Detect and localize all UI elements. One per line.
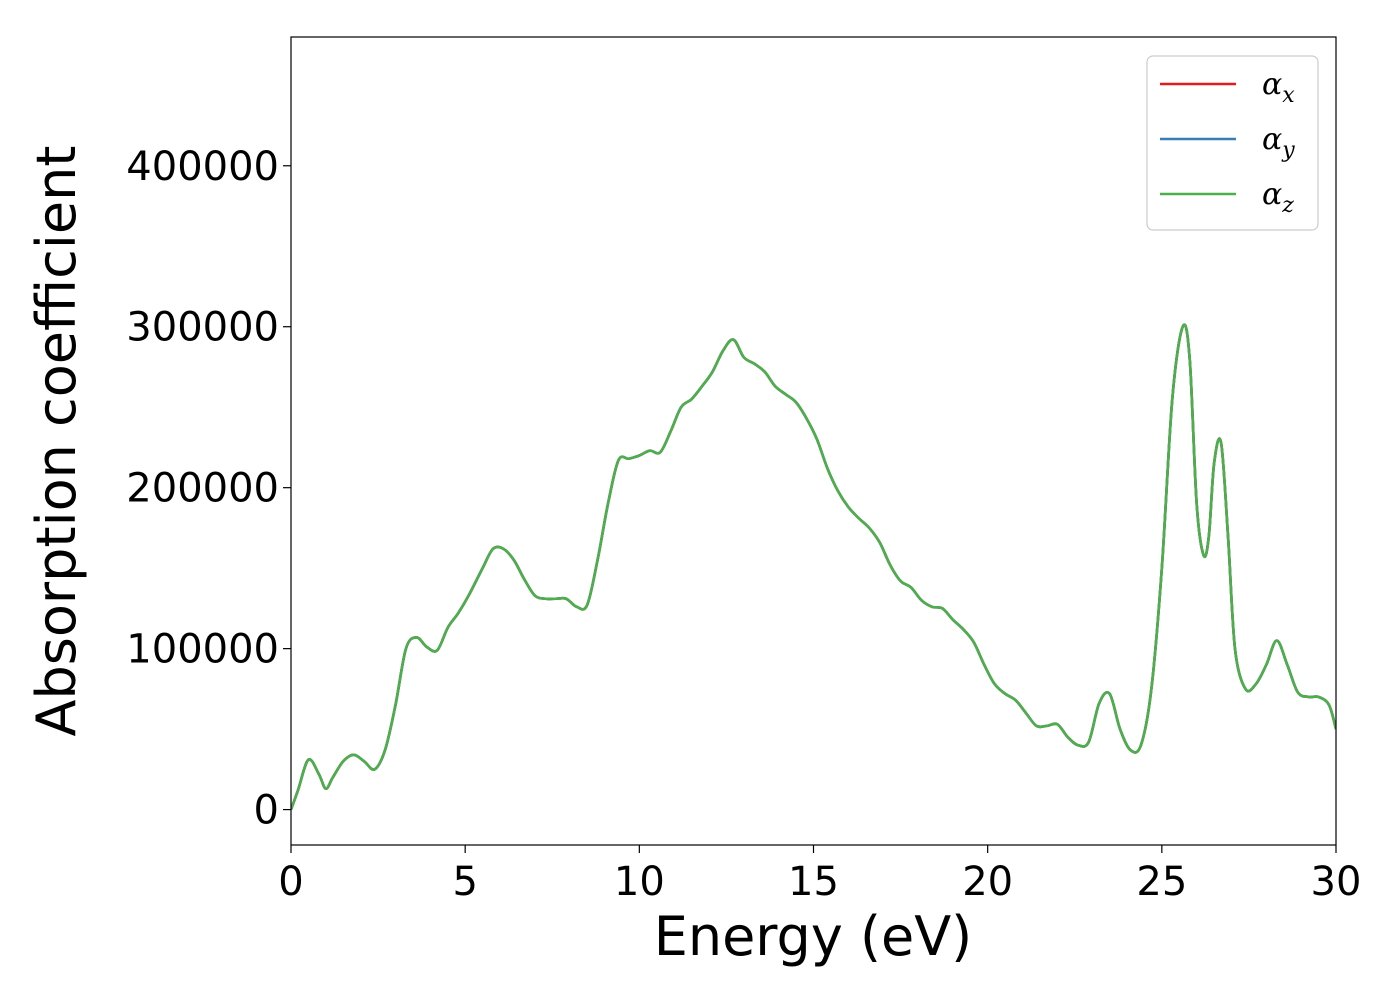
legend: αx αy αz	[1146, 55, 1319, 231]
x-axis-ticks: 0 5 10 15 20 25 30	[278, 845, 1361, 905]
legend-label-y: αy	[1262, 122, 1295, 163]
legend-label-x: αx	[1262, 67, 1295, 108]
y-tick-label: 0	[254, 788, 279, 834]
y-tick-label: 200000	[126, 466, 279, 512]
series-line-y	[291, 323, 1336, 811]
legend-box	[1146, 55, 1319, 231]
x-axis-label: Energy (eV)	[654, 905, 973, 968]
y-axis-label: Absorption coefficient	[25, 146, 88, 737]
x-tick-label: 0	[278, 859, 303, 905]
x-tick-label: 20	[962, 859, 1013, 905]
x-tick-label: 10	[614, 859, 665, 905]
x-tick-label: 25	[1136, 859, 1187, 905]
y-tick-label: 300000	[126, 305, 279, 351]
x-tick-label: 5	[452, 859, 477, 905]
y-tick-label: 400000	[126, 144, 279, 190]
legend-label-z: αz	[1262, 177, 1294, 218]
y-axis-ticks: 0 100000 200000 300000 400000	[126, 144, 291, 834]
series-layer	[291, 323, 1336, 811]
x-tick-label: 30	[1311, 859, 1362, 905]
y-tick-label: 100000	[126, 627, 279, 673]
series-line-x	[291, 323, 1336, 811]
series-line-z	[291, 323, 1336, 811]
x-tick-label: 15	[788, 859, 839, 905]
